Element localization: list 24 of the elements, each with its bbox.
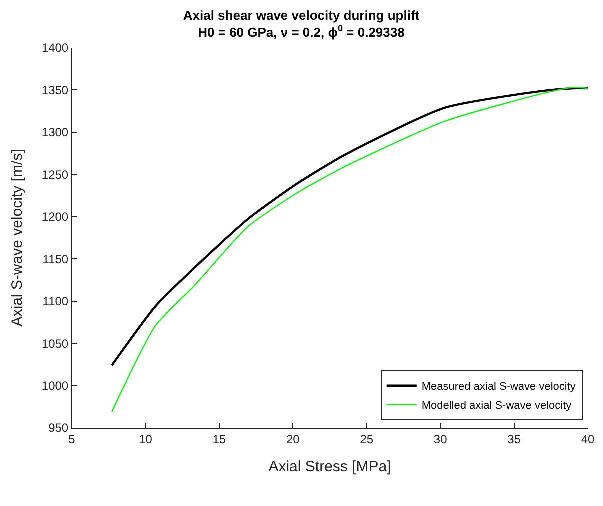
x-tick-label: 40 xyxy=(581,432,595,446)
legend-label: Modelled axial S-wave velocity xyxy=(422,400,572,412)
y-tick-label: 1350 xyxy=(42,83,69,98)
y-tick-label: 1000 xyxy=(42,378,69,393)
y-tick-label: 1300 xyxy=(42,126,69,140)
x-tick-label: 25 xyxy=(360,432,374,446)
y-tick-label: 1200 xyxy=(42,210,69,224)
x-tick-label: 20 xyxy=(286,432,300,446)
y-axis-title: Axial S-wave velocity [m/s] xyxy=(9,149,26,327)
y-tick-label: 1400 xyxy=(42,41,69,56)
legend-label: Measured axial S-wave velocity xyxy=(422,381,576,394)
y-tick-label: 1050 xyxy=(42,336,69,351)
chart-title: Axial shear wave velocity during uplift xyxy=(183,8,420,24)
y-tick-label: 1150 xyxy=(42,252,69,266)
chart-subtitle: H0 = 60 GPa, ν = 0.2, ϕ$^{0}$ = 0.29338 xyxy=(198,24,405,40)
x-tick-label: 10 xyxy=(139,432,153,446)
x-tick-label: 35 xyxy=(508,432,522,446)
y-tick-label: 950 xyxy=(48,421,69,436)
y-tick-label: 1250 xyxy=(42,168,69,182)
x-tick-label: 15 xyxy=(212,432,226,446)
y-tick-label: 1100 xyxy=(42,294,69,309)
x-tick-label: 30 xyxy=(434,432,448,446)
x-axis-title: Axial Stress [MPa] xyxy=(268,458,392,476)
x-tick-label: 5 xyxy=(68,432,76,446)
